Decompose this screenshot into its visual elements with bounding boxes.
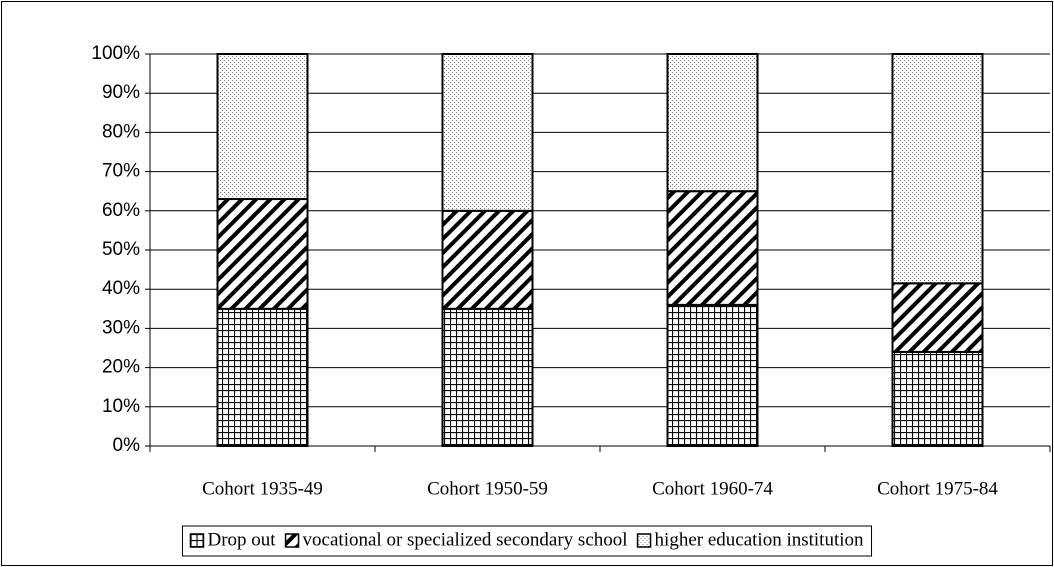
- bar-segment: [216, 53, 309, 201]
- y-tick-label: 100%: [91, 43, 140, 64]
- y-tick-label: 70%: [102, 161, 140, 182]
- x-tick-label: Cohort 1935-49: [202, 478, 323, 499]
- legend-swatch: [284, 533, 300, 548]
- legend-label: vocational or specialized secondary scho…: [303, 529, 628, 550]
- y-tick-label: 50%: [102, 239, 140, 260]
- x-tick-label: Cohort 1975-84: [877, 478, 998, 499]
- bar-segment: [666, 303, 759, 447]
- bar-segment: [441, 209, 534, 310]
- y-tick-label: 40%: [102, 278, 140, 299]
- legend-label: Drop out: [207, 529, 276, 550]
- y-tick-label: 10%: [102, 396, 140, 417]
- bar-segment: [216, 307, 309, 447]
- y-tick-label: 80%: [102, 121, 140, 142]
- bar-segment: [666, 53, 759, 193]
- bar-segment: [891, 53, 984, 285]
- legend-swatch: [189, 533, 205, 548]
- y-tick-label: 0%: [113, 435, 141, 456]
- x-tick-label: Cohort 1950-59: [427, 478, 548, 499]
- bar-segment: [216, 198, 309, 310]
- y-tick-label: 20%: [102, 357, 140, 378]
- legend: Drop out vocational or specialized second…: [189, 529, 864, 550]
- y-tick-label: 30%: [102, 317, 140, 338]
- legend-swatch: [636, 533, 652, 548]
- x-tick-label: Cohort 1960-74: [652, 478, 773, 499]
- bar-segment: [666, 190, 759, 306]
- bar-segment: [891, 282, 984, 353]
- legend-label: higher education institution: [655, 529, 864, 550]
- y-tick-label: 60%: [102, 200, 140, 221]
- bar-segment: [441, 53, 534, 212]
- y-tick-label: 90%: [102, 82, 140, 103]
- bar-segment: [441, 307, 534, 447]
- bar-segment: [891, 350, 984, 448]
